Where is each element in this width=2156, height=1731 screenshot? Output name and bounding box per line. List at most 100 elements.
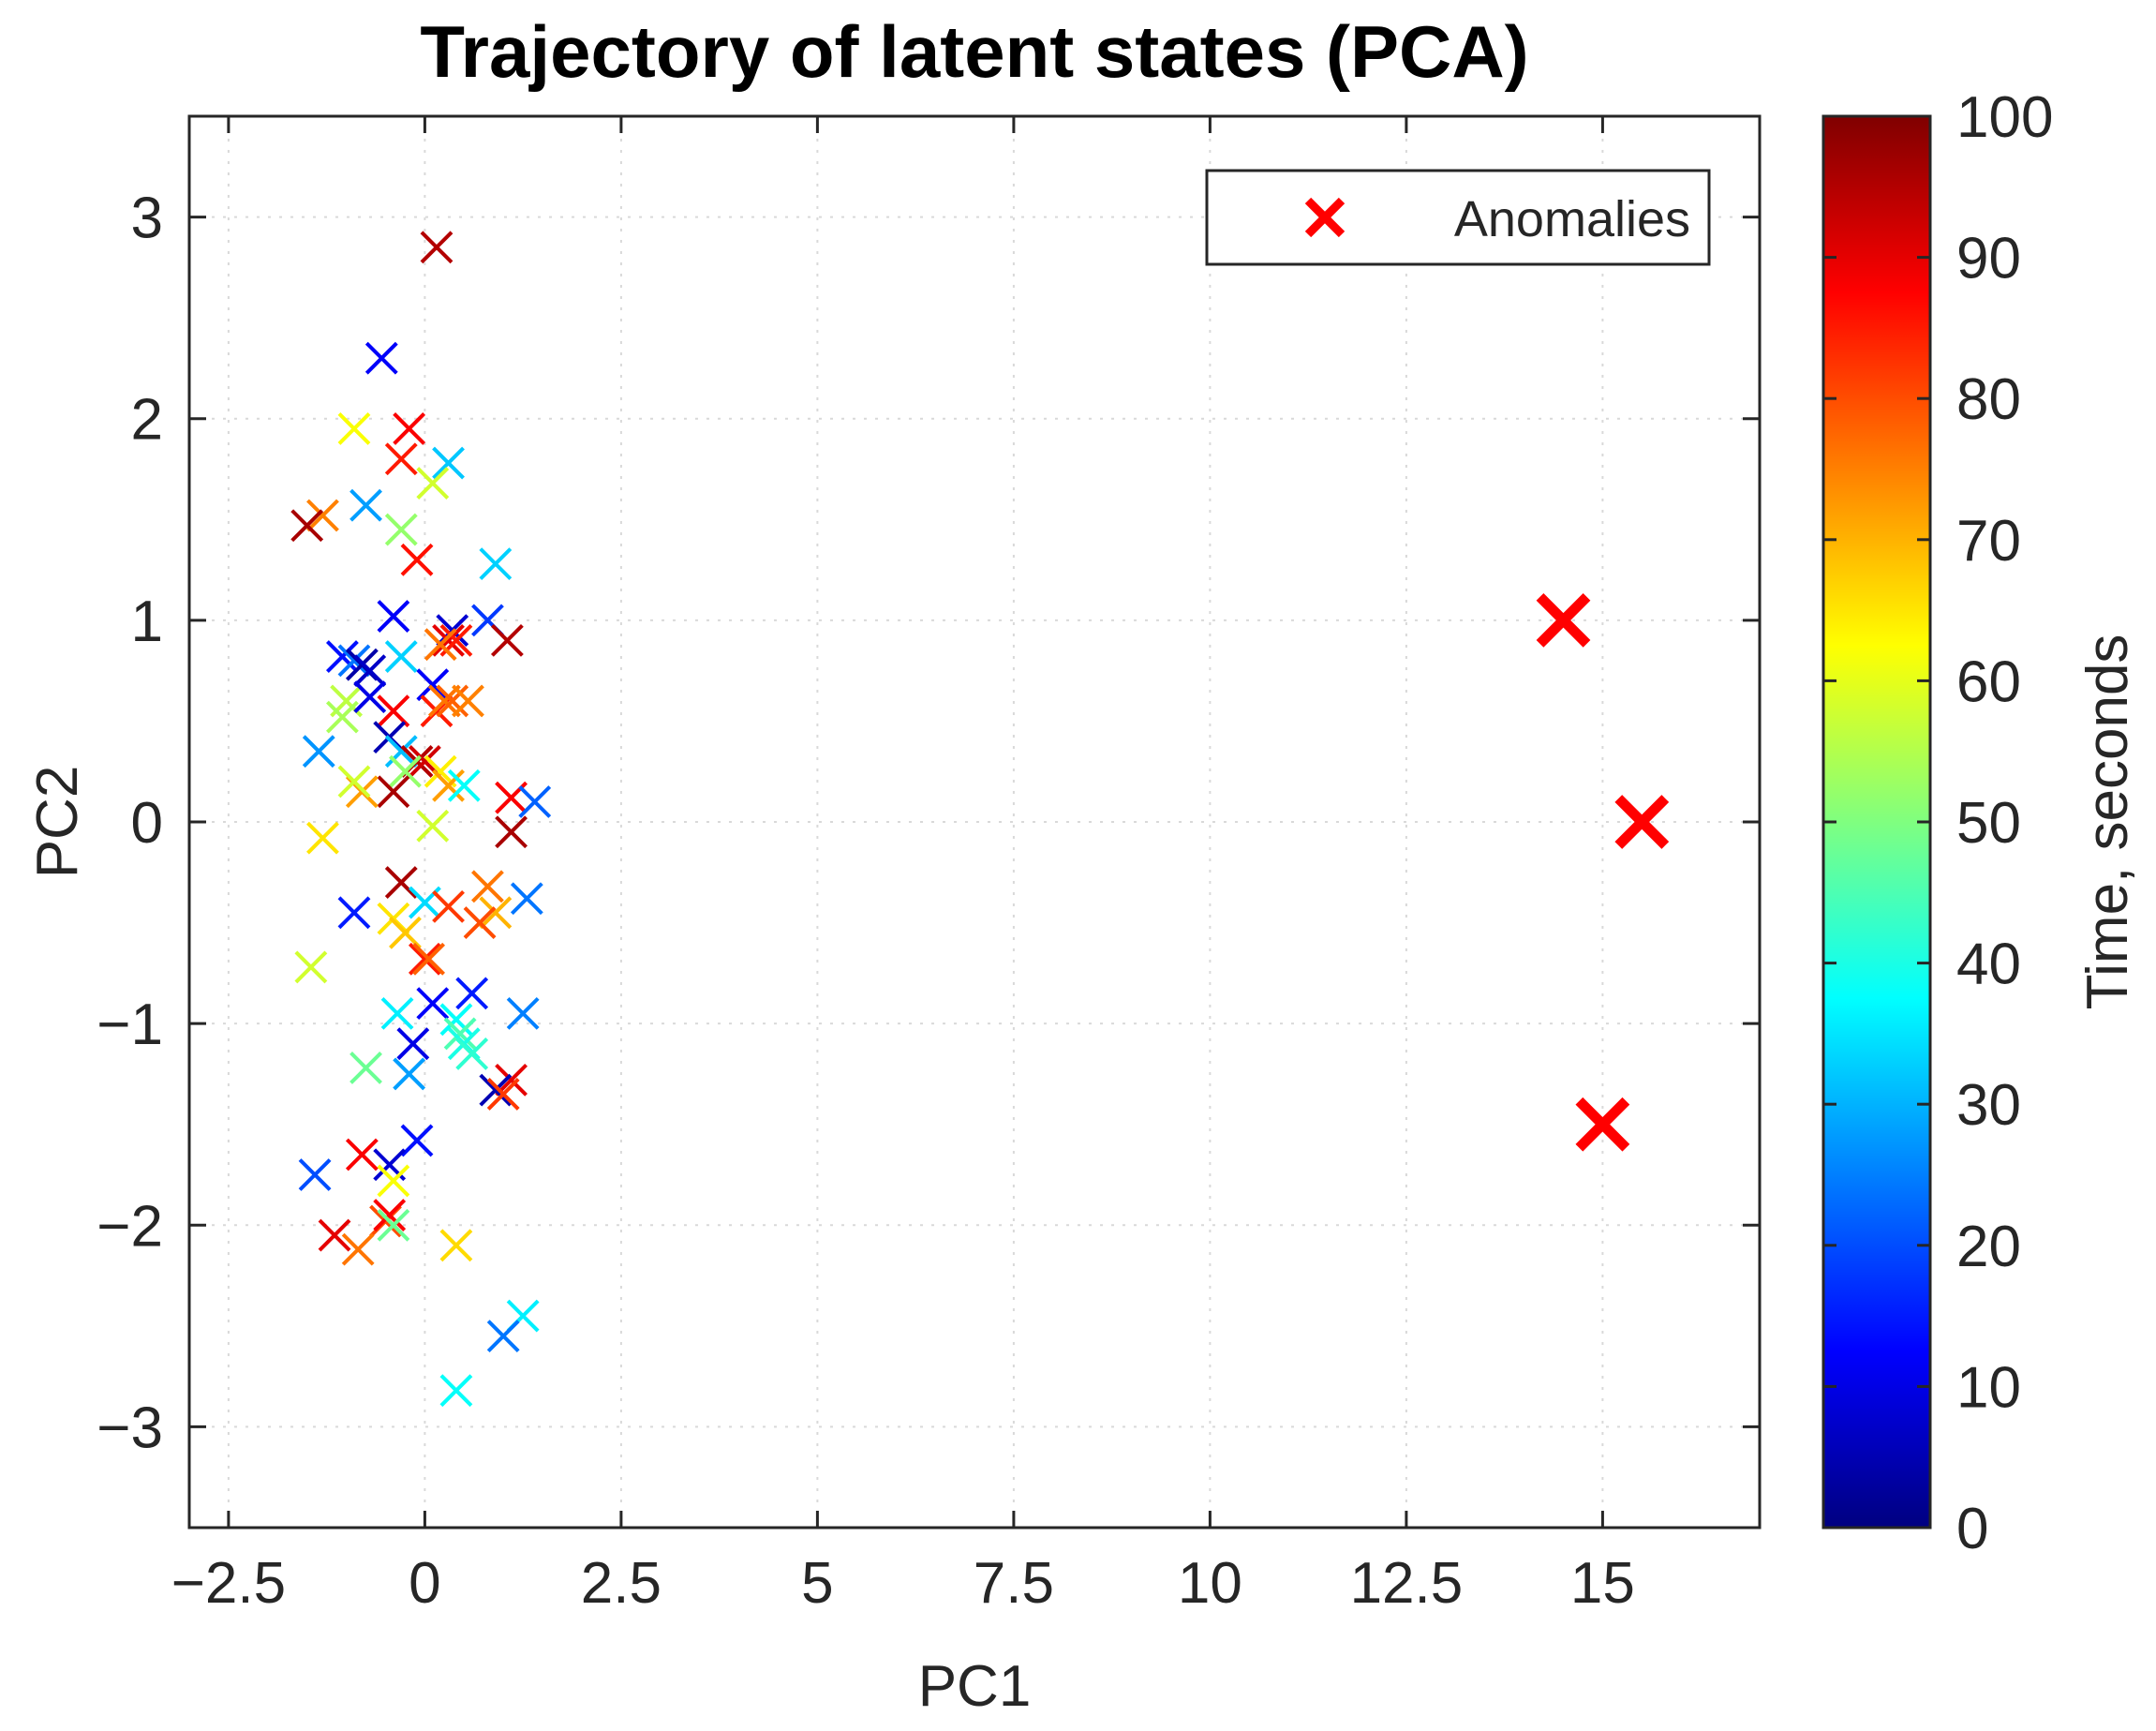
- axis-ticks: −2.5 0 2.5 5 7.5 10 12.5 15 −3 −2 −1 0 1 2 3: [97, 116, 1760, 1616]
- data-point-stroke: [294, 950, 328, 984]
- data-point-stroke: [408, 942, 441, 976]
- data-point-stroke: [290, 509, 324, 543]
- data-point-stroke: [427, 684, 461, 718]
- data-point: [416, 809, 450, 843]
- legend-entry-anomalies: Anomalies: [1454, 191, 1690, 247]
- data-point: [443, 1017, 477, 1051]
- data-point-stroke: [439, 1229, 473, 1262]
- data-point: [486, 1078, 520, 1111]
- data-point-stroke: [384, 513, 418, 546]
- data-point: [373, 1199, 407, 1231]
- data-point-stroke: [373, 1199, 407, 1231]
- data-point-stroke: [455, 1037, 489, 1070]
- x-tick-label: 12.5: [1350, 1551, 1464, 1616]
- data-point: [432, 623, 465, 657]
- data-point: [380, 996, 414, 1030]
- data-point-stroke: [479, 896, 513, 930]
- data-point-stroke: [353, 654, 387, 688]
- data-point: [471, 870, 504, 903]
- data-point: [463, 906, 497, 939]
- data-point: [389, 754, 422, 788]
- x-tick-label: 10: [1178, 1551, 1242, 1616]
- data-point: [479, 547, 513, 581]
- data-point-stroke: [424, 628, 457, 662]
- data-point: [506, 996, 540, 1030]
- anomaly-point-stroke: [1536, 592, 1591, 648]
- legend-box: [1205, 169, 1711, 266]
- data-point: [349, 1052, 382, 1084]
- data-point-stroke: [318, 1218, 351, 1252]
- data-point-stroke: [432, 446, 465, 480]
- data-point-stroke: [373, 1148, 407, 1182]
- data-point-stroke: [389, 754, 422, 788]
- y-tick-label: 0: [131, 791, 163, 856]
- data-point-stroke: [486, 1078, 520, 1111]
- data-point-stroke: [471, 870, 504, 903]
- anomaly-point-stroke: [1575, 1097, 1630, 1152]
- colorbar-tick-label: 50: [1956, 791, 2021, 856]
- data-point: [377, 1164, 410, 1198]
- data-point-stroke: [325, 700, 359, 734]
- data-point: [306, 821, 339, 855]
- data-point: [393, 412, 426, 445]
- data-point: [384, 735, 418, 769]
- data-point: [290, 509, 324, 543]
- colorbar-tick-label: 100: [1956, 85, 2053, 150]
- colorbar-gradient: [1821, 114, 1932, 1530]
- y-axis-label: PC2: [25, 766, 90, 879]
- x-tick-label: 7.5: [974, 1551, 1054, 1616]
- data-point: [432, 446, 465, 480]
- data-point-stroke: [298, 1158, 332, 1191]
- data-point-stroke: [432, 769, 465, 802]
- data-point-stroke: [393, 1057, 426, 1091]
- data-point-stroke: [436, 684, 469, 718]
- y-tick-label: 3: [131, 187, 163, 251]
- legend: Anomalies: [1205, 169, 1711, 266]
- data-point: [447, 769, 481, 802]
- colorbar-tick-label: 70: [1956, 509, 2021, 574]
- data-point-stroke: [384, 442, 418, 476]
- data-point: [384, 866, 418, 899]
- data-point: [294, 950, 328, 984]
- data-point: [455, 1037, 489, 1070]
- data-point: [377, 694, 410, 728]
- data-point: [318, 1218, 351, 1252]
- data-point-stroke: [412, 942, 446, 976]
- data-point-stroke: [337, 765, 371, 798]
- grid-lines: [189, 116, 1760, 1528]
- data-point: [345, 1138, 379, 1171]
- x-tick-label: 5: [801, 1551, 833, 1616]
- data-point-stroke: [377, 775, 410, 809]
- data-point-stroke: [400, 543, 434, 576]
- data-point: [353, 654, 387, 688]
- data-point-stroke: [432, 889, 465, 923]
- data-point: [349, 488, 382, 522]
- data-point-stroke: [506, 996, 540, 1030]
- data-point: [364, 341, 398, 375]
- data-point: [416, 668, 450, 702]
- data-point: [384, 442, 418, 476]
- data-point: [479, 896, 513, 930]
- data-point-stroke: [518, 785, 552, 818]
- data-point-stroke: [389, 916, 422, 949]
- y-tick-label: −2: [97, 1194, 163, 1259]
- data-point: [377, 775, 410, 809]
- data-point-stroke: [349, 488, 382, 522]
- data-point: [439, 1229, 473, 1262]
- data-point-stroke: [337, 412, 371, 445]
- colorbar-label: Time, seconds: [2075, 634, 2140, 1010]
- data-point-stroke: [424, 754, 457, 788]
- data-point-stroke: [337, 896, 371, 930]
- colorbar-tick-label: 0: [1956, 1497, 1988, 1561]
- data-point-stroke: [306, 821, 339, 855]
- data-points: [290, 231, 552, 1408]
- data-point: [325, 700, 359, 734]
- y-tick-label: 2: [131, 388, 163, 453]
- data-point-stroke: [380, 996, 414, 1030]
- data-point: [416, 467, 450, 500]
- data-point-stroke: [463, 906, 497, 939]
- data-point: [377, 600, 410, 633]
- data-point: [400, 1124, 434, 1157]
